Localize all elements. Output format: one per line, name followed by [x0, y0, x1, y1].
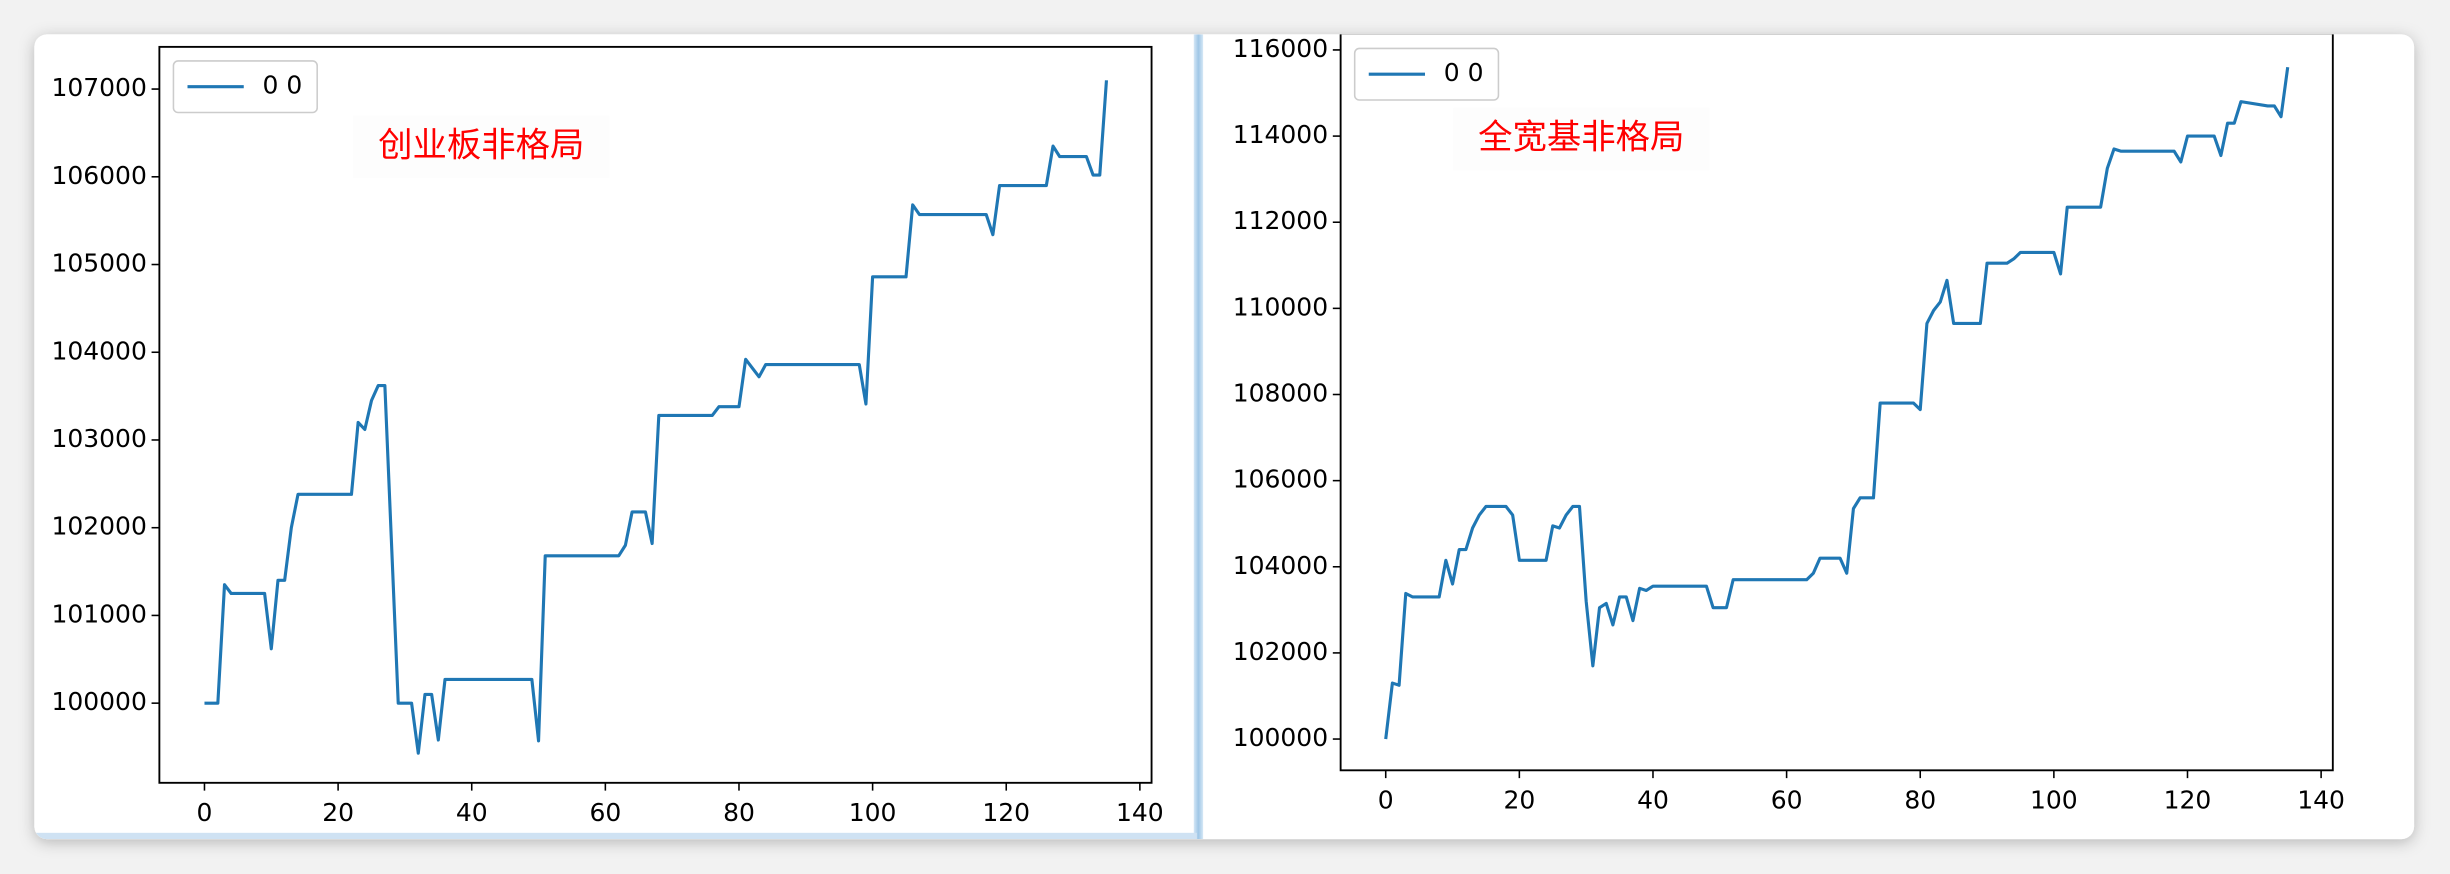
y-tick-label: 114000 [1233, 120, 1328, 149]
y-tick-label: 102000 [51, 512, 146, 541]
axes-frame [1339, 34, 2334, 772]
x-tick-label: 60 [1771, 786, 1803, 815]
x-tick-label: 40 [1637, 786, 1669, 815]
line-series [204, 80, 1109, 755]
axes-frame [158, 45, 1153, 784]
x-tick-label: 140 [2297, 786, 2345, 815]
annotation: 创业板非格局 [378, 125, 584, 165]
x-tick-label: 20 [1503, 786, 1535, 815]
x-tick-label: 140 [1116, 798, 1164, 827]
annotation: 全宽基非格局 [1478, 118, 1684, 158]
x-tick-label: 100 [2030, 786, 2078, 815]
card [34, 34, 2415, 840]
y-tick-label: 104000 [1233, 551, 1328, 580]
y-tick-label: 100000 [51, 687, 146, 716]
annotation-box [1453, 107, 1710, 171]
legend-box [172, 60, 318, 114]
x-tick-label: 0 [197, 798, 213, 827]
y-tick-label: 101000 [51, 599, 146, 628]
y-tick-label: 100000 [1233, 723, 1328, 752]
y-tick-label: 108000 [1233, 379, 1328, 408]
y-tick-label: 107000 [51, 73, 146, 102]
line-series [1384, 66, 2290, 740]
x-tick-label: 20 [322, 798, 354, 827]
bottom-strip [34, 832, 1197, 840]
y-tick-label: 103000 [51, 424, 146, 453]
x-tick-label: 40 [456, 798, 488, 827]
legend-label: 0 0 [263, 71, 303, 100]
x-tick-label: 120 [2164, 786, 2212, 815]
x-tick-label: 0 [1378, 786, 1394, 815]
y-tick-label: 110000 [1233, 292, 1328, 321]
legend-box [1353, 47, 1500, 101]
y-tick-label: 106000 [1233, 465, 1328, 494]
x-tick-label: 120 [982, 798, 1030, 827]
y-tick-label: 112000 [1233, 206, 1328, 235]
plots: 0 20 40 60 80 100 120 140 100000 101000 102000 1030… [34, 34, 2345, 840]
x-tick-label: 60 [589, 798, 621, 827]
y-tick-label: 105000 [51, 249, 146, 278]
x-tick-label: 80 [1904, 786, 1936, 815]
y-tick-label: 104000 [51, 336, 146, 365]
annotation-box [353, 115, 610, 179]
y-tick-label: 116000 [1233, 34, 1328, 63]
x-tick-label: 100 [849, 798, 897, 827]
x-tick-label: 80 [723, 798, 755, 827]
y-tick-label: 106000 [51, 161, 146, 190]
separator [1193, 34, 1204, 840]
y-tick-label: 102000 [1233, 637, 1328, 666]
legend-label: 0 0 [1444, 58, 1484, 87]
